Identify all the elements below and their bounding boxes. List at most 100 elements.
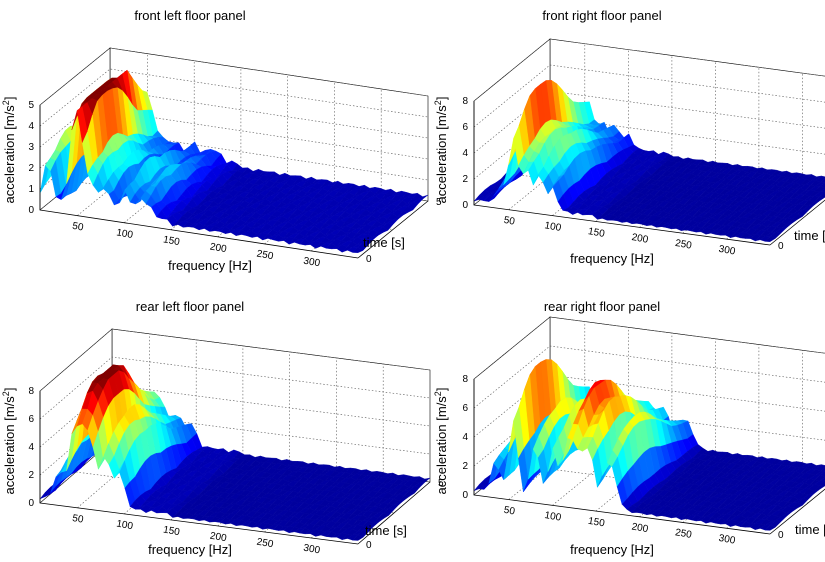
x-axis-line <box>39 502 359 545</box>
z-label-sup: 2 <box>1 100 11 105</box>
y-axis-line <box>769 488 825 535</box>
x-tick-label: 300 <box>718 244 737 258</box>
x-tick-label: 150 <box>162 234 181 248</box>
y-axis-label: time [s] <box>363 235 405 250</box>
chart-svg: 501001502002503000246806rear right floor… <box>433 299 825 557</box>
z-tick-label: 4 <box>462 432 468 443</box>
x-tick-label: 300 <box>302 543 321 557</box>
chart-title: rear right floor panel <box>544 299 660 314</box>
x-tick-label: 200 <box>209 531 228 545</box>
chart-front-right: 501001502002503000246806front right floo… <box>412 0 825 281</box>
x-tick-label: 150 <box>162 525 181 539</box>
z-tick-label: 6 <box>28 414 34 425</box>
z-axis-label: acceleration [m/s2] <box>433 97 449 204</box>
x-tick-label: 100 <box>544 510 563 524</box>
y-tick-label: 0 <box>778 241 784 252</box>
x-tick-label: 200 <box>631 232 650 246</box>
chart-title: front left floor panel <box>134 8 245 23</box>
x-tick-label: 200 <box>209 241 228 255</box>
z-tick-label: 2 <box>28 470 34 481</box>
chart-title: rear left floor panel <box>136 299 245 314</box>
surface-patch <box>764 235 776 242</box>
x-tick-label: 250 <box>674 527 693 541</box>
z-tick-label: 8 <box>462 96 468 107</box>
x-axis-label: frequency [Hz] <box>570 542 654 557</box>
y-axis-label: time [s] <box>794 228 825 243</box>
x-axis-line <box>473 204 771 246</box>
x-axis-label: frequency [Hz] <box>148 542 232 557</box>
x-tick-label: 100 <box>115 227 134 241</box>
surface-patch <box>352 534 364 541</box>
grid-line <box>39 328 431 392</box>
chart-rear-right: 501001502002503000246806rear right floor… <box>412 281 825 562</box>
x-axis-label: frequency [Hz] <box>570 251 654 266</box>
chart-rear-left: 50 100 150 200 250 300 0 2 4 6 8 0 5 rear left floor … <box>0 281 444 562</box>
y-tick-label: 5 <box>438 478 444 489</box>
y-axis-line <box>357 200 429 259</box>
z-tick-label: 6 <box>462 403 468 414</box>
x-tick-label: 100 <box>115 519 134 533</box>
grid-line <box>473 64 825 128</box>
z-tick-label: 8 <box>28 386 34 397</box>
x-tick-label: 300 <box>718 533 737 547</box>
z-axis-label: acceleration [m/s2] <box>1 97 17 204</box>
y-tick-label: 0 <box>366 540 372 551</box>
z-label-main: acceleration [m/s <box>2 105 17 204</box>
y-axis-line <box>357 481 431 545</box>
chart-title: front right floor panel <box>542 8 661 23</box>
x-tick-label: 150 <box>587 516 606 530</box>
y-axis-line <box>769 199 825 246</box>
z-tick-label: 6 <box>462 122 468 133</box>
z-axis-label: acceleration [m/s2] <box>1 388 17 495</box>
z-axis-label: acceleration [m/s2] <box>433 388 449 495</box>
z-label-main: acceleration [m/s <box>434 105 449 204</box>
x-axis-line <box>39 209 359 259</box>
x-tick-label: 50 <box>503 215 516 228</box>
y-tick-label: 5 <box>436 197 442 208</box>
x-tick-label: 250 <box>256 249 275 263</box>
x-tick-label: 50 <box>71 513 84 526</box>
chart-svg: 501001502002503000246806front right floo… <box>433 8 825 266</box>
z-tick-label: 0 <box>28 498 34 509</box>
z-label-main: acceleration [m/s <box>2 396 17 495</box>
z-tick-label: 0 <box>28 205 34 216</box>
x-axis-line <box>473 494 771 535</box>
grid-line <box>39 89 429 148</box>
x-tick-label: 250 <box>674 238 693 252</box>
z-label-end: ] <box>2 388 17 392</box>
grid-line <box>39 356 431 420</box>
z-label-end: ] <box>434 388 449 392</box>
z-tick-label: 2 <box>462 461 468 472</box>
x-tick-label: 150 <box>587 226 606 240</box>
y-tick-label: 0 <box>778 530 784 541</box>
x-tick-label: 100 <box>544 220 563 234</box>
x-axis-label: frequency [Hz] <box>168 258 252 273</box>
x-tick-label: 250 <box>256 537 275 551</box>
z-tick-label: 5 <box>28 100 34 111</box>
surface-patch <box>764 524 776 531</box>
z-tick-label: 0 <box>462 200 468 211</box>
z-tick-label: 2 <box>28 163 34 174</box>
grid-line <box>39 131 429 190</box>
y-axis-label: time [s] <box>365 523 407 538</box>
z-label-sup: 2 <box>433 391 443 396</box>
x-tick-label: 50 <box>71 221 84 234</box>
z-tick-label: 8 <box>462 374 468 385</box>
z-tick-label: 4 <box>28 121 34 132</box>
z-tick-label: 1 <box>28 184 34 195</box>
chart-front-left: 50 100 150 200 250 300 0 1 2 3 4 5 0 5 front left floo… <box>0 0 442 281</box>
grid-line <box>39 47 429 106</box>
chart-svg: 50 100 150 200 250 300 0 2 4 6 8 0 5 rear left floor … <box>1 299 444 557</box>
grid-line <box>473 38 825 102</box>
surface-patch <box>352 246 364 253</box>
grid-line <box>39 68 429 127</box>
z-label-main: acceleration [m/s <box>434 396 449 495</box>
z-label-sup: 2 <box>1 391 11 396</box>
z-label-end: ] <box>434 97 449 101</box>
y-axis-label: time [s] <box>795 522 825 537</box>
x-tick-label: 200 <box>631 521 650 535</box>
grid-line <box>473 345 825 409</box>
z-tick-label: 3 <box>28 142 34 153</box>
y-tick-label: 0 <box>366 254 372 265</box>
